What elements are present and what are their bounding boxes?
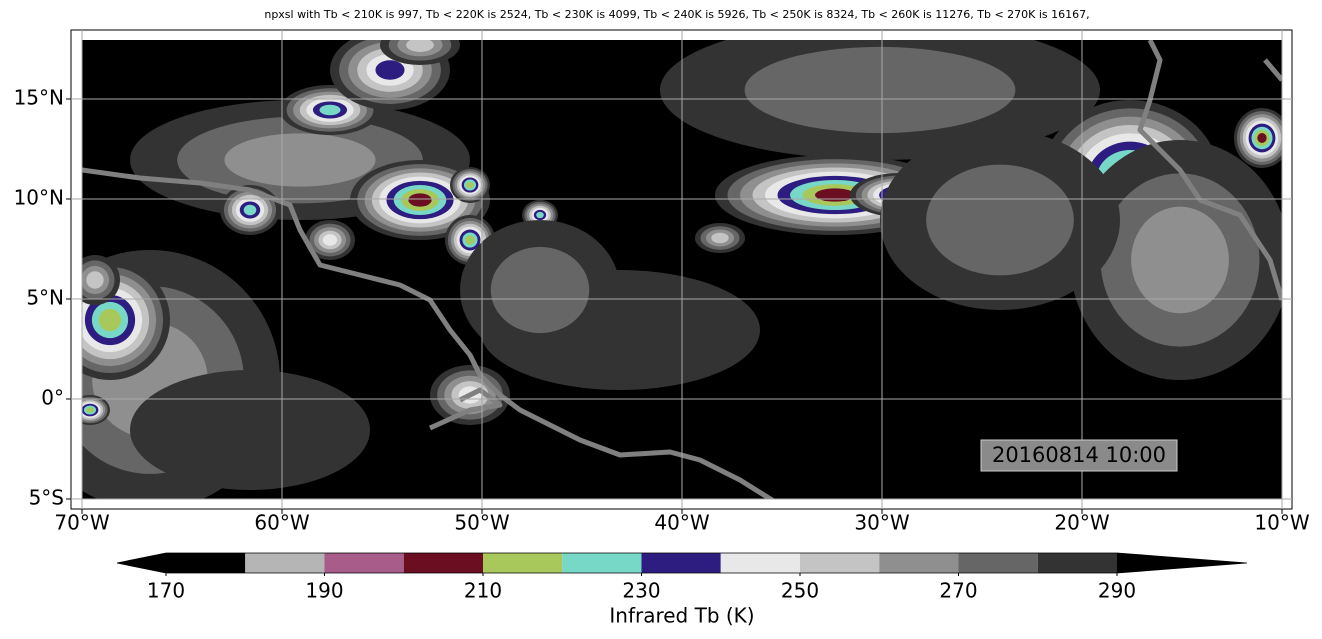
cloud-contour <box>406 40 434 52</box>
lon-tick-label: 30°W <box>854 511 909 535</box>
cloud-contour <box>224 133 376 187</box>
colorbar-tick-label: 190 <box>305 579 343 603</box>
colorbar-tick-label: 290 <box>1098 579 1136 603</box>
coastline <box>1137 40 1282 301</box>
coastline <box>428 387 503 431</box>
cloud-contour <box>711 232 729 244</box>
cloud-contour <box>86 271 104 289</box>
lon-tick-label: 60°W <box>254 511 309 535</box>
grid <box>66 30 1292 514</box>
cloud-contour <box>1257 133 1267 143</box>
colorbar-tick-label: 250 <box>781 579 819 603</box>
colorbar-segment <box>245 553 325 573</box>
coastline <box>1263 58 1282 82</box>
colorbar-segment <box>166 553 246 573</box>
lon-tick-label: 20°W <box>1054 511 1109 535</box>
colorbar-segment <box>403 553 483 573</box>
lat-tick-label: 5°S <box>29 486 64 510</box>
cloud-contour <box>1131 206 1229 314</box>
cloud-contour <box>815 188 855 202</box>
colorbar-segment <box>562 553 642 573</box>
cloud-contour <box>926 164 1074 276</box>
cloud-contour <box>408 193 432 207</box>
cloud-contour <box>490 246 590 334</box>
cloud-field <box>82 40 1282 499</box>
cloud-contour <box>130 370 370 490</box>
cloud-contour <box>98 308 122 332</box>
colorbar-tick-label: 270 <box>939 579 977 603</box>
cloud-contour <box>375 60 405 80</box>
colorbar-segment <box>1037 553 1117 573</box>
timestamp-box <box>980 439 1178 472</box>
colorbar: 170 190 210 230 250 270 290 <box>116 552 1248 603</box>
colorbar-segment <box>958 553 1038 573</box>
coastlines <box>82 40 1282 499</box>
cloud-contour <box>744 46 1016 134</box>
lat-tick-label: 5°N <box>26 286 64 310</box>
colorbar-segment <box>720 553 800 573</box>
cloud-contour <box>243 204 257 216</box>
cloud-contour <box>465 235 475 245</box>
colorbar-segment <box>641 553 721 573</box>
colorbar-extend-low <box>117 553 166 573</box>
lat-tick-label: 15°N <box>14 86 64 110</box>
colorbar-tick-label: 170 <box>147 579 185 603</box>
lat-tick-label: 0° <box>41 386 64 410</box>
cloud-contour <box>536 211 544 219</box>
cloud-contour <box>322 234 338 246</box>
colorbar-extend-high <box>1117 553 1247 573</box>
lon-tick-label: 10°W <box>1254 511 1309 535</box>
cloud-contour <box>86 407 94 413</box>
colorbar-segment <box>483 553 563 573</box>
colorbar-segment <box>800 553 880 573</box>
cloud-contour <box>319 104 341 116</box>
colorbar-label: Infrared Tb (K) <box>609 604 754 628</box>
title: npxsl with Tb < 210K is 997, Tb < 220K i… <box>264 8 1089 21</box>
cloud-contour <box>466 181 474 189</box>
colorbar-tick-label: 230 <box>622 579 660 603</box>
colorbar-tick-label: 210 <box>464 579 502 603</box>
lon-tick-label: 70°W <box>54 511 109 535</box>
lon-tick-label: 50°W <box>454 511 509 535</box>
timestamp: 20160814 10:00 <box>992 443 1166 467</box>
lat-tick-label: 10°N <box>14 186 64 210</box>
coastline <box>82 167 776 499</box>
colorbar-segment <box>324 553 404 573</box>
colorbar-segment <box>879 553 959 573</box>
lon-tick-label: 40°W <box>654 511 709 535</box>
